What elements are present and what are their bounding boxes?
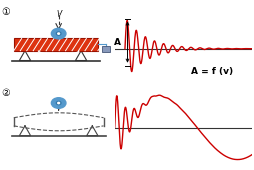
- Text: A: A: [114, 38, 121, 47]
- Circle shape: [56, 32, 61, 35]
- FancyBboxPatch shape: [102, 46, 110, 52]
- Circle shape: [51, 28, 66, 39]
- Text: ①: ①: [2, 7, 10, 18]
- Bar: [14, 38, 98, 51]
- Circle shape: [57, 102, 59, 104]
- Circle shape: [57, 33, 59, 34]
- Text: A = f (v): A = f (v): [190, 67, 232, 76]
- Circle shape: [51, 98, 66, 108]
- Text: V: V: [56, 10, 61, 19]
- Text: ②: ②: [2, 88, 10, 98]
- Circle shape: [56, 101, 61, 105]
